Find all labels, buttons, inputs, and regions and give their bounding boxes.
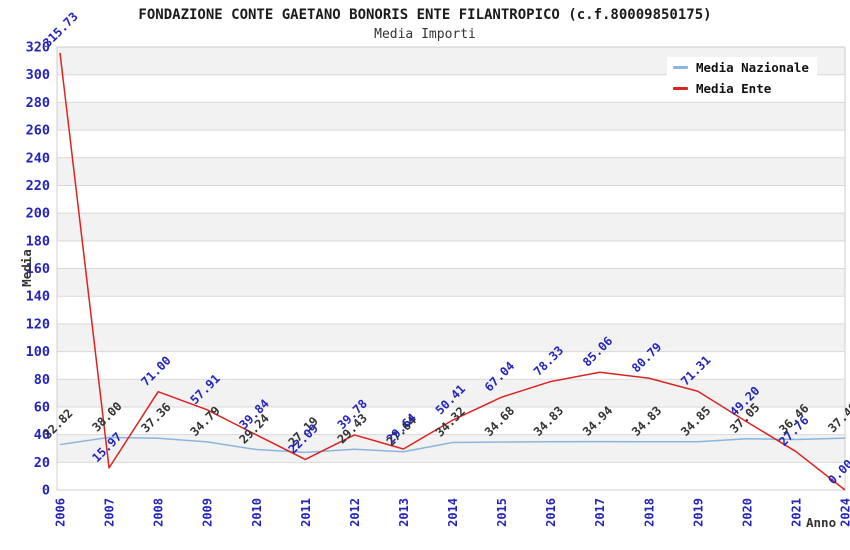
grid-band (57, 185, 845, 214)
y-tick-label: 40 (34, 427, 50, 443)
series-line-media-ente (59, 52, 846, 491)
x-tick-label: 2010 (250, 498, 264, 527)
y-tick-label: 160 (26, 261, 50, 277)
x-tick-label: 2014 (446, 498, 460, 527)
x-tick-label: 2017 (593, 498, 607, 527)
y-tick-label: 120 (26, 316, 50, 332)
y-tick-label: 240 (26, 150, 50, 166)
x-tick-label: 2009 (201, 498, 215, 527)
plot-border (56, 46, 846, 491)
x-tick-label: 2020 (740, 498, 754, 527)
y-tick-label: 320 (26, 40, 50, 56)
y-tick-label: 180 (26, 233, 50, 249)
y-axis-tick-labels: 0 20 40 60 80 100 120 140 160 180 200 220 240 260 280 3… (26, 40, 50, 499)
legend-marker-nazionale-icon (673, 66, 688, 69)
y-tick-label: 140 (26, 289, 50, 305)
y-tick-label: 20 (34, 455, 50, 471)
legend-item-media-nazionale: Media Nazionale (673, 60, 809, 75)
y-tick-label: 200 (26, 206, 50, 222)
legend-label-ente: Media Ente (696, 81, 772, 96)
grid-band (57, 434, 845, 463)
legend-item-media-ente: Media Ente (673, 81, 809, 96)
legend-marker-ente-icon (673, 87, 688, 90)
data-point-label: 315.73 (40, 9, 81, 50)
chart-subtitle: Media Importi (374, 27, 476, 42)
grid-band (57, 323, 845, 352)
x-tick-label: 2013 (397, 498, 411, 527)
x-tick-label: 2019 (691, 498, 705, 527)
y-axis-title: Media (19, 249, 34, 287)
x-tick-label: 2024 (839, 498, 850, 527)
x-tick-label: 2016 (544, 498, 558, 527)
grid-band (57, 102, 845, 131)
x-tick-label: 2021 (789, 498, 803, 527)
grid-band (57, 296, 845, 324)
x-tick-label: 2008 (152, 498, 166, 527)
x-tick-label: 2018 (642, 498, 656, 527)
chart-title: FONDAZIONE CONTE GAETANO BONORIS ENTE FI… (138, 7, 712, 23)
y-tick-label: 100 (26, 344, 50, 360)
x-tick-label: 2011 (299, 498, 313, 527)
y-tick-label: 0 (42, 483, 50, 499)
x-axis-title: Anno (806, 515, 836, 530)
y-tick-label: 260 (26, 123, 50, 139)
legend-label-nazionale: Media Nazionale (696, 60, 809, 75)
grid-band (57, 462, 845, 490)
grid-band (57, 268, 845, 297)
y-tick-label: 60 (34, 399, 50, 415)
y-tick-label: 80 (34, 372, 50, 388)
series-line-media-nazionale (59, 436, 846, 454)
grid-band (57, 240, 845, 269)
grid-band (57, 351, 845, 380)
x-tick-label: 2015 (495, 498, 509, 527)
x-tick-label: 2012 (348, 498, 362, 527)
grid-band (57, 213, 845, 241)
legend: Media Nazionale Media Ente (667, 57, 817, 99)
x-tick-label: 2007 (103, 498, 117, 527)
grid-band (57, 157, 845, 186)
y-tick-label: 280 (26, 95, 50, 111)
grid-band (57, 130, 845, 158)
series-lines (59, 52, 846, 491)
y-tick-label: 220 (26, 178, 50, 194)
y-tick-label: 300 (26, 67, 50, 83)
x-axis-tick-labels: 2006 2007 2008 2009 2010 2011 2012 2013 2014 2015… (54, 498, 850, 527)
x-tick-label: 2006 (54, 498, 68, 527)
